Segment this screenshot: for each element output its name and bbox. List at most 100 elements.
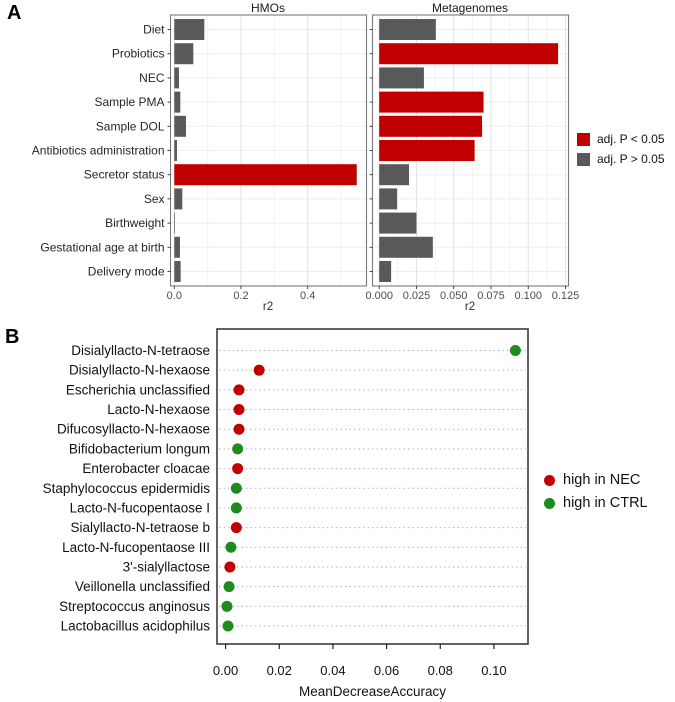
mda-dot-8 — [230, 502, 242, 514]
hmos-panel-title: HMOs — [251, 1, 285, 15]
legend-dot-ctrl-icon — [544, 497, 555, 509]
hmos-xtick-label: 0.0 — [167, 290, 182, 302]
mda-xtick-label: 0.08 — [428, 663, 453, 678]
mda-category-label: Veillonella unclassified — [75, 579, 210, 594]
metagenomes-xtick-label: 0.125 — [552, 290, 580, 302]
mda-dot-1 — [253, 364, 265, 376]
mda-dot-7 — [230, 482, 242, 494]
metagenomes-bar-7 — [379, 188, 398, 210]
mda-xtick-label: 0.04 — [320, 663, 345, 678]
mda-dot-5 — [232, 443, 244, 455]
mda-dot-6 — [232, 463, 244, 475]
mda-category-label: 3'-sialyllactose — [123, 559, 210, 574]
mda-dot-12 — [223, 581, 235, 593]
metagenomes-bar-5 — [379, 140, 475, 161]
mda-xtick-label: 0.06 — [374, 663, 399, 678]
metagenomes-xtick-label: 0.100 — [514, 290, 542, 302]
hmos-bar-6 — [174, 164, 357, 186]
mda-category-label: Disialyllacto-N-tetraose — [71, 343, 210, 358]
hmos-category-label: Sample DOL — [96, 119, 165, 133]
mda-dot-13 — [221, 600, 233, 612]
hmos-xtick-label: 0.4 — [300, 290, 315, 302]
hmos-bar-7 — [174, 188, 183, 210]
hmos-bar-10 — [174, 260, 181, 282]
panel-b-label: B — [5, 326, 20, 348]
mda-dot-9 — [230, 522, 242, 534]
hmos-bar-1 — [174, 43, 194, 65]
mda-dot-10 — [225, 541, 237, 553]
mda-category-label: Enterobacter cloacae — [82, 461, 210, 476]
mda-xtick-label: 0.10 — [481, 663, 506, 678]
mda-category-label: Disialyllacto-N-hexaose — [69, 363, 210, 378]
panel-b-legend: high in NEC high in CTRL — [544, 472, 648, 518]
mda-box-border — [216, 328, 529, 645]
metagenomes-bar-10 — [379, 260, 392, 282]
mda-dot-0 — [509, 345, 521, 356]
mda-xtick-label: 0.00 — [213, 663, 238, 678]
hmos-bar-8 — [174, 212, 175, 234]
mda-category-label: Streptococcus anginosus — [59, 599, 210, 614]
hmos-category-label: Diet — [143, 23, 165, 37]
hmos-xaxis-title: r2 — [262, 301, 274, 313]
legend-dot-nec-icon — [544, 474, 555, 486]
hmos-bar-3 — [174, 91, 181, 113]
legend-swatch-significant-icon — [577, 132, 590, 146]
mda-category-label: Escherichia unclassified — [66, 382, 210, 397]
legend-label-nec: high in NEC — [563, 472, 641, 488]
hmos-category-label: Delivery mode — [88, 264, 165, 278]
hmos-category-label: Probiotics — [112, 47, 165, 61]
mda-category-label: Sialyllacto-N-tetraose b — [70, 520, 210, 535]
panel-a-legend: adj. P < 0.05 adj. P > 0.05 — [577, 132, 665, 172]
legend-item-ctrl: high in CTRL — [544, 495, 648, 511]
hmos-category-label: Antibiotics administration — [32, 144, 165, 158]
hmos-bar-5 — [174, 140, 177, 161]
hmos-bar-0 — [174, 19, 205, 41]
mda-dot-11 — [224, 561, 236, 573]
metagenomes-bar-8 — [379, 212, 417, 234]
hmos-bar-4 — [174, 115, 186, 137]
hmos-bar-9 — [174, 236, 180, 258]
hmos-category-label: NEC — [139, 71, 165, 85]
mda-dot-2 — [233, 384, 245, 396]
metagenomes-xaxis-title: r2 — [464, 301, 476, 313]
hmos-category-label: Birthweight — [105, 216, 165, 230]
legend-item-nec: high in NEC — [544, 472, 648, 488]
metagenomes-xtick-label: 0.025 — [403, 290, 431, 302]
hmos-category-label: Sample PMA — [94, 95, 164, 109]
metagenomes-xtick-label: 0.050 — [440, 290, 468, 302]
legend-label-nonsignificant: adj. P > 0.05 — [597, 152, 665, 166]
hmos-xtick-label: 0.2 — [233, 290, 248, 302]
hmos-bar-2 — [174, 67, 179, 89]
mda-category-label: Lacto-N-fucopentaose III — [62, 540, 210, 555]
mda-category-label: Lacto-N-fucopentaose I — [70, 500, 210, 515]
hmos-category-label: Sex — [144, 192, 165, 206]
panel-a-label: A — [7, 2, 22, 24]
metagenomes-bar-2 — [379, 67, 424, 89]
legend-item-nonsignificant: adj. P > 0.05 — [577, 152, 665, 166]
mda-xtick-label: 0.02 — [267, 663, 292, 678]
legend-item-significant: adj. P < 0.05 — [577, 132, 665, 146]
mda-dot-4 — [233, 423, 245, 435]
metagenomes-bar-4 — [379, 115, 483, 137]
legend-swatch-nonsignificant-icon — [577, 152, 590, 166]
mda-category-label: Staphylococcus epidermidis — [43, 481, 211, 496]
hmos-category-label: Gestational age at birth — [40, 240, 164, 254]
metagenomes-xtick-label: 0.000 — [365, 290, 393, 302]
mda-category-label: Lacto-N-hexaose — [107, 402, 210, 417]
mda-category-label: Lactobacillus acidophilus — [61, 619, 211, 634]
metagenomes-bar-9 — [379, 236, 433, 258]
legend-label-ctrl: high in CTRL — [563, 495, 648, 511]
metagenomes-bar-3 — [379, 91, 484, 113]
metagenomes-bar-1 — [379, 43, 559, 65]
mda-category-label: Bifidobacterium longum — [69, 441, 210, 456]
metagenomes-bar-6 — [379, 164, 410, 186]
mda-xaxis-title: MeanDecreaseAccuracy — [298, 684, 447, 699]
mda-panel-bg — [217, 329, 528, 644]
legend-label-significant: adj. P < 0.05 — [597, 132, 665, 146]
hmos-category-label: Secretor status — [84, 168, 165, 182]
mda-dot-3 — [233, 404, 245, 416]
metagenomes-bar-0 — [379, 19, 436, 41]
mda-dot-14 — [222, 620, 234, 632]
